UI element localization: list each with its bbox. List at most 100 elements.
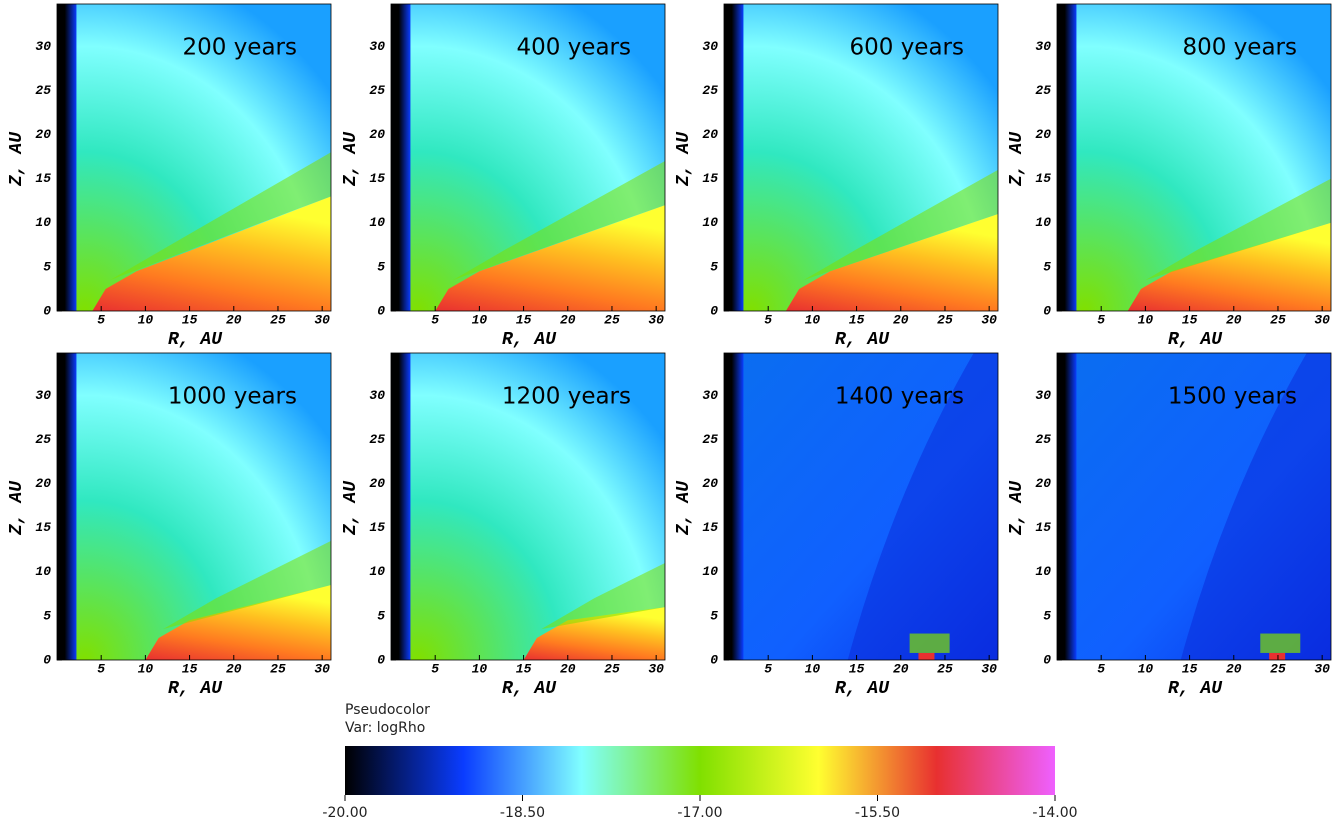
y-tick-label: 20: [369, 127, 385, 142]
disk: [92, 196, 331, 311]
x-tick-label: 20: [893, 661, 909, 676]
x-tick-label: 15: [1182, 312, 1198, 327]
y-tick-label: 0: [377, 652, 385, 667]
x-tick-label: 30: [648, 312, 664, 327]
plot-frame: [723, 3, 999, 312]
x-tick-label: 10: [1138, 312, 1154, 327]
x-tick-label: 25: [937, 312, 953, 327]
panel-title: 1000 years: [168, 384, 297, 410]
x-tick-label: 5: [97, 661, 105, 676]
x-tick-label: 15: [516, 312, 532, 327]
y-tick-label: 15: [35, 520, 51, 535]
y-tick-label: 25: [35, 83, 51, 98]
x-axis-label: R, AU: [1168, 330, 1223, 350]
x-tick-label: 15: [182, 312, 198, 327]
colorbar: [345, 746, 1055, 795]
x-tick-label: 10: [805, 661, 821, 676]
y-tick-label: 15: [369, 171, 385, 186]
x-tick-label: 10: [1138, 661, 1154, 676]
disk: [145, 585, 331, 660]
x-tick-label: 10: [805, 312, 821, 327]
y-tick-label: 30: [369, 388, 385, 403]
x-tick-label: 10: [472, 312, 488, 327]
x-tick-label: 20: [560, 312, 576, 327]
x-tick-label: 25: [1270, 312, 1286, 327]
colorbar-tick-label: -20.00: [322, 805, 367, 821]
hot-spot: [918, 652, 935, 660]
y-tick-label: 15: [1035, 520, 1051, 535]
x-axis-label: R, AU: [835, 679, 890, 699]
y-tick-label: 10: [369, 215, 385, 230]
y-tick-label: 0: [43, 652, 51, 667]
y-tick-label: 10: [35, 215, 51, 230]
x-axis-label: R, AU: [502, 679, 557, 699]
plot-frame: [390, 3, 666, 312]
y-tick-label: 5: [377, 608, 385, 623]
heatmap-panel: [57, 4, 331, 311]
x-tick-label: 30: [981, 312, 997, 327]
inner-boundary: [1057, 353, 1077, 660]
heatmap-panel: [391, 353, 665, 660]
colorbar-tick-label: -15.50: [855, 805, 900, 821]
y-tick-label: 25: [35, 432, 51, 447]
y-tick-label: 10: [369, 564, 385, 579]
x-tick-label: 5: [431, 661, 439, 676]
heatmap-panel: [1057, 353, 1331, 660]
x-axis-label: R, AU: [835, 330, 890, 350]
shock: [1145, 178, 1331, 281]
y-axis-label: Z, AU: [1007, 480, 1027, 536]
y-tick-label: 5: [43, 608, 51, 623]
y-tick-label: 25: [1035, 432, 1051, 447]
y-tick-label: 15: [702, 520, 718, 535]
x-tick-label: 30: [314, 661, 330, 676]
y-tick-label: 10: [1035, 564, 1051, 579]
heatmap-panel: [724, 353, 998, 660]
colorbar-tick-label: -14.00: [1032, 805, 1077, 821]
heatmap-panel: [724, 4, 998, 311]
panel-title: 1200 years: [502, 384, 631, 410]
plot-frame: [56, 3, 332, 312]
warm-spot: [909, 633, 950, 653]
colorbar-tick-label: -18.50: [500, 805, 545, 821]
inner-boundary: [57, 353, 77, 660]
y-tick-label: 5: [710, 259, 718, 274]
y-tick-label: 15: [35, 171, 51, 186]
shock: [110, 152, 331, 281]
x-tick-label: 10: [138, 661, 154, 676]
inner-boundary: [724, 353, 744, 660]
x-tick-label: 25: [270, 661, 286, 676]
x-tick-label: 15: [1182, 661, 1198, 676]
x-tick-label: 20: [1226, 312, 1242, 327]
panel-title: 200 years: [182, 35, 297, 61]
x-tick-label: 5: [1097, 312, 1105, 327]
y-tick-label: 5: [1043, 259, 1051, 274]
x-tick-label: 30: [314, 312, 330, 327]
y-tick-label: 10: [1035, 215, 1051, 230]
y-tick-label: 0: [1043, 652, 1051, 667]
x-tick-label: 20: [226, 661, 242, 676]
shock: [452, 161, 665, 281]
y-tick-label: 30: [1035, 39, 1051, 54]
inner-boundary: [1057, 4, 1077, 311]
y-tick-label: 10: [702, 215, 718, 230]
y-tick-label: 15: [1035, 171, 1051, 186]
x-tick-label: 10: [472, 661, 488, 676]
y-tick-label: 25: [702, 83, 718, 98]
shock: [803, 169, 998, 281]
y-tick-label: 20: [35, 127, 51, 142]
inner-boundary: [391, 4, 411, 311]
y-tick-label: 0: [710, 303, 718, 318]
heatmap-panel: [391, 4, 665, 311]
y-axis-label: Z, AU: [1007, 131, 1027, 187]
y-tick-label: 20: [35, 476, 51, 491]
y-tick-label: 10: [702, 564, 718, 579]
x-tick-label: 5: [431, 312, 439, 327]
y-axis-label: Z, AU: [341, 131, 361, 187]
hot-spot: [1269, 652, 1286, 660]
heatmap-panel: [57, 353, 331, 660]
shock: [541, 562, 665, 630]
x-tick-label: 25: [937, 661, 953, 676]
x-tick-label: 15: [849, 312, 865, 327]
panel-title: 400 years: [516, 35, 631, 61]
